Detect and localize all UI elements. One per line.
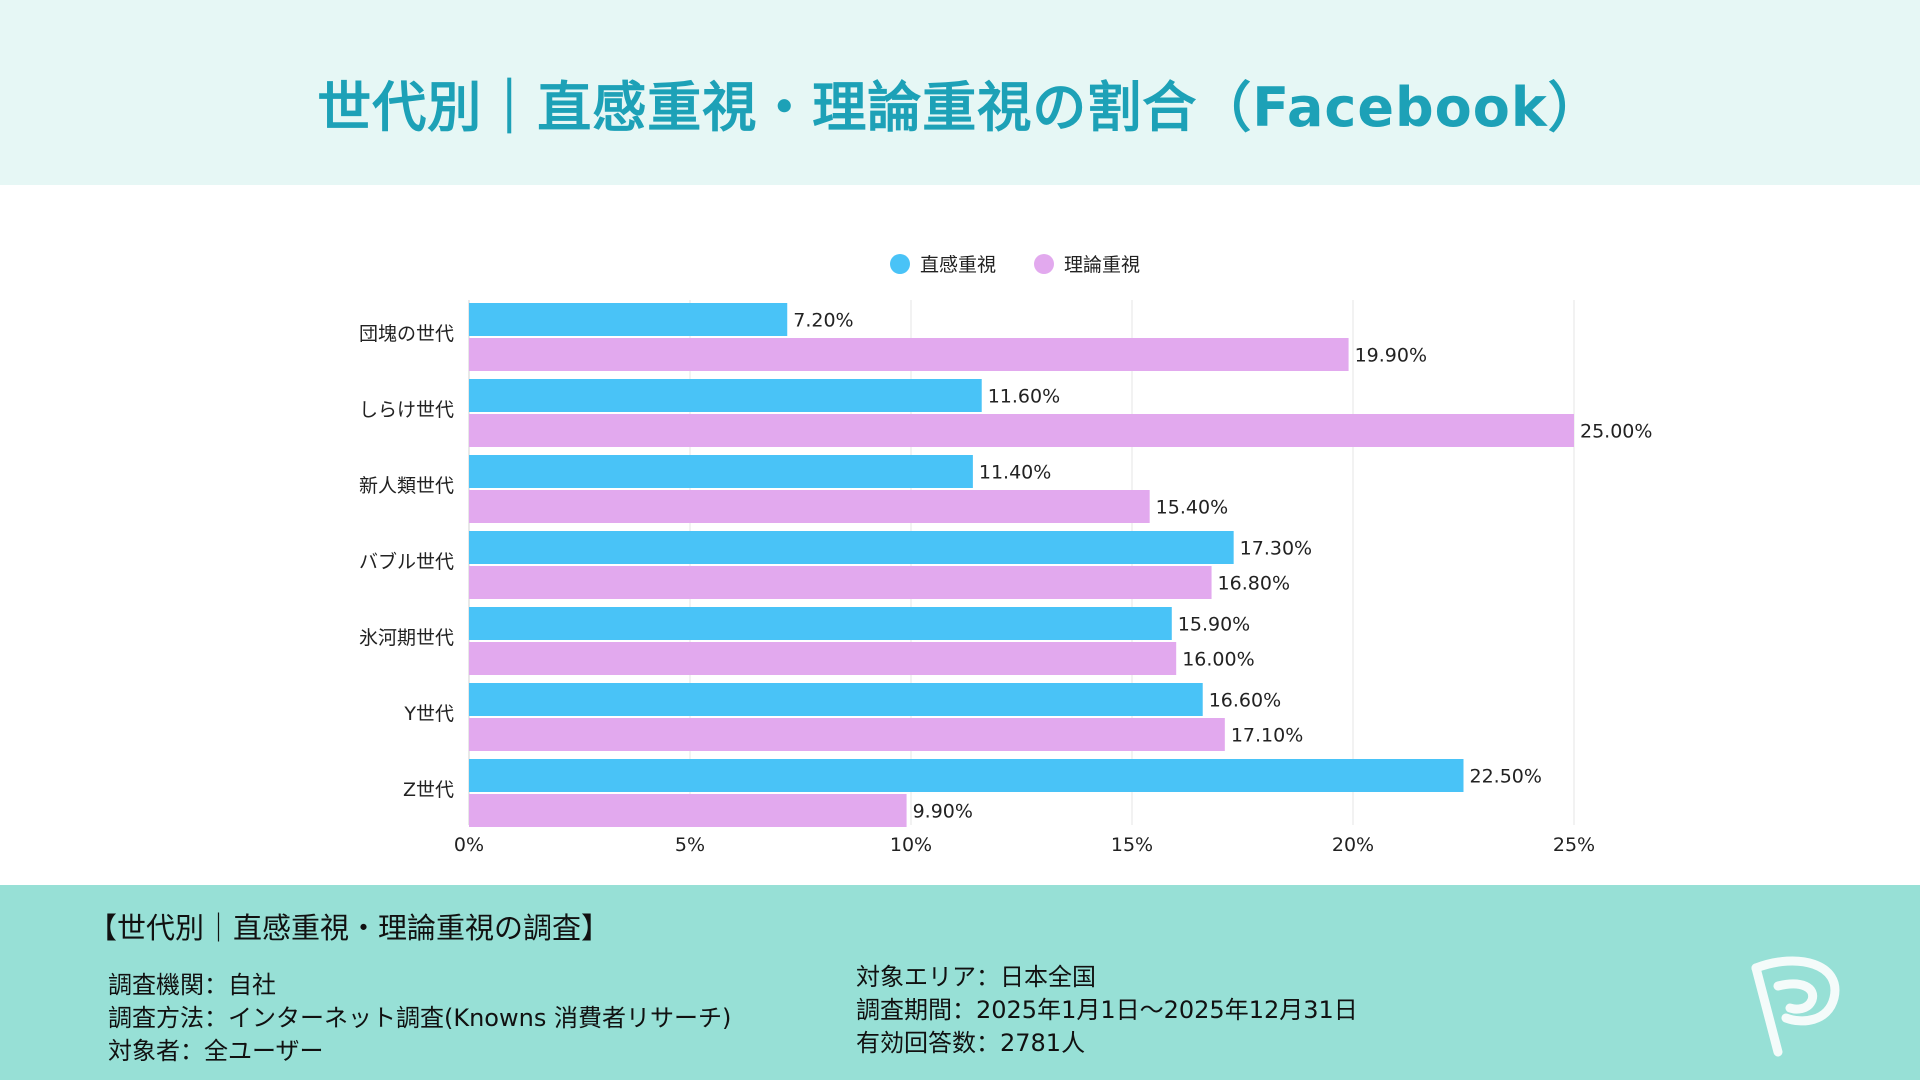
data-label: 22.50% (1470, 766, 1542, 788)
bar (469, 794, 907, 827)
bar (469, 414, 1574, 447)
survey-method: 調査方法：インターネット調査(Knowns 消費者リサーチ) (108, 1004, 732, 1032)
data-label: 9.90% (913, 801, 973, 823)
survey-info-left: 調査機関：自社 調査方法：インターネット調査(Knowns 消費者リサーチ) 対… (108, 969, 731, 1068)
survey-title: 【世代別｜直感重視・理論重視の調査】 (88, 911, 611, 945)
category-label: 団塊の世代 (359, 323, 454, 345)
x-tick-label: 15% (1111, 834, 1153, 856)
data-label: 16.60% (1209, 690, 1281, 712)
x-tick-label: 20% (1332, 834, 1374, 856)
data-label: 17.30% (1240, 538, 1312, 560)
x-tick-label: 0% (454, 834, 484, 856)
x-tick-label: 10% (890, 834, 932, 856)
survey-info-right: 対象エリア：日本全国 調査期間：2025年1月1日〜2025年12月31日 有効… (856, 961, 1358, 1060)
bar (469, 642, 1177, 675)
page-title: 世代別｜直感重視・理論重視の割合（Facebook） (317, 76, 1603, 139)
data-label: 25.00% (1580, 421, 1652, 443)
chart-area: 0% 5% 10% 15% 20% 25% 団塊の世代 7.20% 19.90% しらけ世代 11.… (0, 185, 1920, 885)
data-label: 16.80% (1218, 573, 1290, 595)
legend-marker (890, 254, 910, 274)
category-label: バブル世代 (359, 550, 454, 573)
bar (469, 490, 1150, 523)
bar (469, 566, 1212, 599)
data-label: 19.90% (1355, 345, 1427, 367)
survey-responses: 有効回答数：2781人 (856, 1029, 1086, 1057)
survey-agency: 調査機関：自社 (108, 971, 276, 999)
data-label: 15.40% (1156, 497, 1228, 519)
category-label: Z世代 (403, 779, 454, 801)
category-label: 新人類世代 (359, 475, 454, 497)
survey-area: 対象エリア：日本全国 (856, 963, 1096, 991)
bar (469, 303, 788, 336)
bar (469, 759, 1464, 792)
category-label: 氷河期世代 (359, 627, 454, 649)
data-label: 11.60% (988, 386, 1060, 408)
x-tick-label: 5% (675, 834, 705, 856)
legend-marker (1034, 254, 1054, 274)
legend-label: 理論重視 (1064, 254, 1140, 276)
header (0, 0, 1920, 185)
data-label: 7.20% (793, 310, 853, 332)
bar-chart: 0% 5% 10% 15% 20% 25% 団塊の世代 7.20% 19.90% しらけ世代 11.… (359, 254, 1652, 856)
bar (469, 338, 1349, 371)
bar (469, 718, 1225, 751)
bar (469, 455, 973, 488)
x-tick-label: 25% (1553, 834, 1595, 856)
footer: 【世代別｜直感重視・理論重視の調査】 調査機関：自社 調査方法：インターネット調… (0, 885, 1920, 1080)
data-label: 17.10% (1231, 725, 1303, 747)
bar (469, 607, 1172, 640)
category-label: しらけ世代 (359, 399, 454, 421)
bar (469, 379, 982, 412)
survey-target: 対象者：全ユーザー (108, 1037, 324, 1065)
data-label: 15.90% (1178, 614, 1250, 636)
legend-label: 直感重視 (920, 254, 996, 276)
data-label: 16.00% (1182, 649, 1254, 671)
p-logo-icon (1751, 956, 1840, 1057)
bar (469, 683, 1203, 716)
data-label: 11.40% (979, 462, 1051, 484)
survey-period: 調査期間：2025年1月1日〜2025年12月31日 (856, 996, 1358, 1024)
category-label: Y世代 (403, 703, 454, 725)
bar (469, 531, 1234, 564)
